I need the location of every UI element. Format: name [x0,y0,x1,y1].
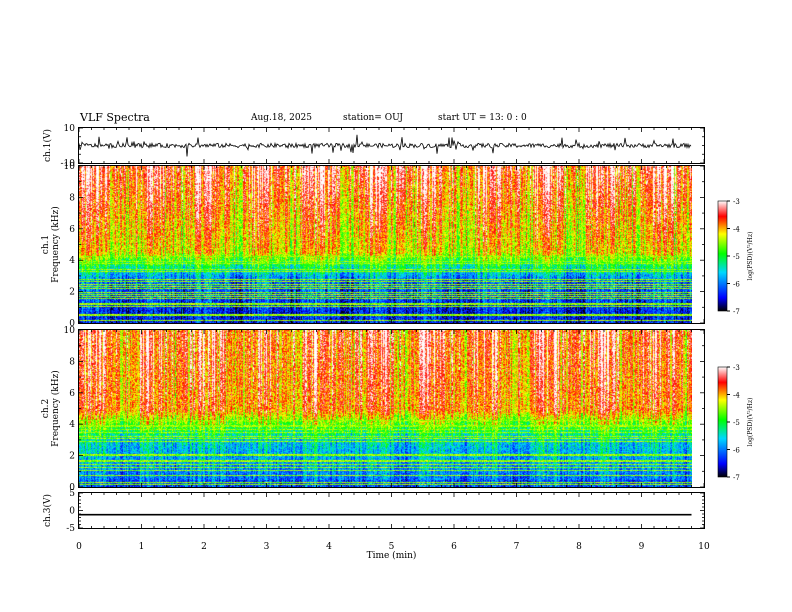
colorbar-label: log(PSD)(V²/Hz) [747,398,754,447]
x-tick-label: 7 [514,542,520,552]
ch3-waveform-frame [78,492,705,529]
x-tick-label: 8 [576,542,582,552]
colorbar-tick-label: -4 [733,392,740,400]
y-axis-label: ch.1(V) [42,129,53,162]
x-tick-label: 6 [451,542,457,552]
y-tick-label: 10 [64,124,76,134]
y-tick-label: 4 [69,256,75,266]
ch1-colorbar [717,200,728,312]
y-tick-label: 5 [69,489,75,499]
colorbar-tick-label: -4 [733,226,740,234]
x-tick-label: 4 [326,542,332,552]
colorbar-tick-label: -3 [733,198,740,206]
start-time-label: start UT = 13: 0 : 0 [438,113,527,123]
y-tick-label: 0 [69,483,75,493]
y-tick-label: 2 [69,288,75,298]
ch2-spectrogram-frame [78,329,705,488]
ch2-colorbar [717,366,728,478]
y-tick-label: 10 [64,326,76,336]
colorbar-label: log(PSD)(V²/Hz) [747,232,754,281]
colorbar-tick-label: -6 [733,281,740,289]
chart-title: VLF Spectra [80,111,150,124]
y-tick-label: 8 [69,193,75,203]
y-tick-label: -5 [66,524,75,534]
y-tick-label: 2 [69,452,75,462]
colorbar-tick-label: -5 [733,419,740,427]
colorbar-tick-label: -7 [733,308,740,316]
channel-label: ch.2 [41,399,51,418]
colorbar-tick-label: -5 [733,253,740,261]
colorbar-tick-label: -7 [733,474,740,482]
x-tick-label: 10 [698,542,710,552]
date-label: Aug.18, 2025 [251,113,312,123]
x-tick-label: 1 [139,542,145,552]
x-tick-label: 2 [201,542,207,552]
colorbar-tick-label: -6 [733,447,740,455]
x-axis-label: Time (min) [367,550,417,561]
y-axis-label: ch.3(V) [42,494,53,527]
x-tick-label: 3 [264,542,270,552]
y-tick-label: 10 [64,162,76,172]
colorbar-tick-label: -3 [733,364,740,372]
y-axis-label: Frequency (kHz) [50,206,61,283]
y-tick-label: 4 [69,420,75,430]
y-axis-label: Frequency (kHz) [50,370,61,447]
y-tick-label: 0 [69,507,75,517]
station-label: station= OUJ [343,113,404,123]
x-tick-label: 5 [389,542,395,552]
channel-label: ch.1 [41,235,51,254]
ch1-waveform-frame [78,127,705,164]
y-tick-label: 6 [69,389,75,399]
ch1-waveform-line [78,134,692,157]
ch1-spectrogram-frame [78,165,705,324]
x-tick-label: 0 [76,542,82,552]
x-tick-label: 9 [639,542,645,552]
y-tick-label: 8 [69,357,75,367]
y-tick-label: 0 [69,319,75,329]
y-tick-label: -10 [61,159,76,169]
y-tick-label: 6 [69,225,75,235]
ch2-spectrogram-image [79,330,692,487]
ch1-spectrogram-image [79,166,692,323]
